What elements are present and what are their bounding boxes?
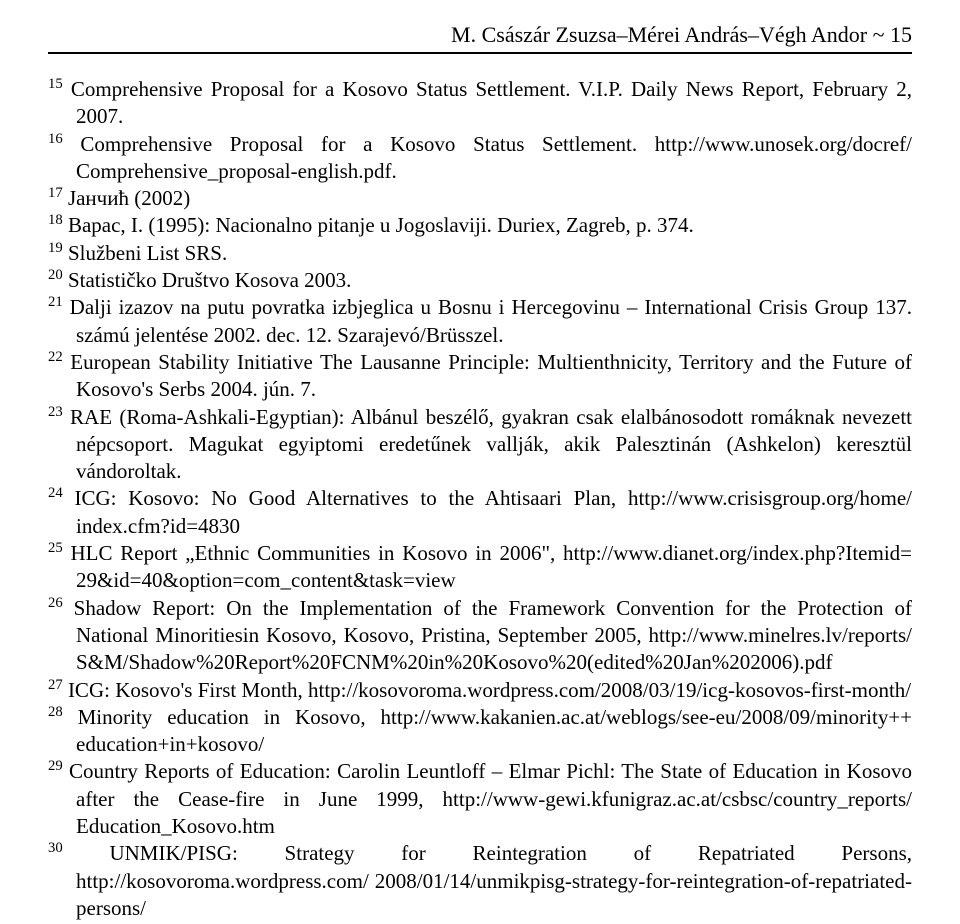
reference-text: Bapac, I. (1995): Nacionalno pitanje u J… xyxy=(68,213,694,237)
reference-number: 26 xyxy=(48,595,63,611)
reference-text: Comprehensive Proposal for a Kosovo Stat… xyxy=(76,132,912,183)
reference-number: 28 xyxy=(48,704,63,720)
reference-number: 16 xyxy=(48,131,63,147)
reference-number: 22 xyxy=(48,349,63,365)
reference-item: 29 Country Reports of Education: Carolin… xyxy=(48,758,912,840)
reference-text: Shadow Report: On the Implementation of … xyxy=(74,596,912,675)
reference-text: European Stability Initiative The Lausan… xyxy=(70,350,912,401)
reference-item: 16 Comprehensive Proposal for a Kosovo S… xyxy=(48,131,912,186)
reference-text: HLC Report „Ethnic Communities in Kosovo… xyxy=(70,541,912,592)
reference-number: 18 xyxy=(48,212,63,228)
reference-item: 20 Statističko Društvo Kosova 2003. xyxy=(48,267,912,294)
reference-number: 20 xyxy=(48,267,63,283)
reference-number: 30 xyxy=(48,840,63,856)
reference-item: 30 UNMIK/PISG: Strategy for Reintegratio… xyxy=(48,840,912,922)
reference-item: 25 HLC Report „Ethnic Communities in Kos… xyxy=(48,540,912,595)
references-list: 15 Comprehensive Proposal for a Kosovo S… xyxy=(48,76,912,922)
reference-item: 21 Dalji izazov na putu povratka izbjegl… xyxy=(48,294,912,349)
reference-item: 18 Bapac, I. (1995): Nacionalno pitanje … xyxy=(48,212,912,239)
reference-number: 23 xyxy=(48,404,63,420)
running-head: M. Császár Zsuzsa–Mérei András–Végh Ando… xyxy=(451,22,912,47)
reference-text: RAE (Roma-Ashkali-Egyptian): Albánul bes… xyxy=(70,405,912,484)
running-head-container: M. Császár Zsuzsa–Mérei András–Végh Ando… xyxy=(48,22,912,54)
reference-text: ICG: Kosovo: No Good Alternatives to the… xyxy=(74,486,912,537)
reference-number: 25 xyxy=(48,540,63,556)
reference-number: 29 xyxy=(48,758,63,774)
reference-text: Službeni List SRS. xyxy=(68,241,227,265)
reference-item: 24 ICG: Kosovo: No Good Alternatives to … xyxy=(48,485,912,540)
reference-item: 15 Comprehensive Proposal for a Kosovo S… xyxy=(48,76,912,131)
page: M. Császár Zsuzsa–Mérei András–Végh Ando… xyxy=(0,0,960,922)
reference-number: 17 xyxy=(48,185,63,201)
reference-text: Dalji izazov na putu povratka izbjeglica… xyxy=(70,295,912,346)
reference-item: 28 Minority education in Kosovo, http://… xyxy=(48,704,912,759)
reference-number: 19 xyxy=(48,240,63,256)
reference-item: 27 ICG: Kosovo's First Month, http://kos… xyxy=(48,677,912,704)
reference-number: 27 xyxy=(48,677,63,693)
reference-text: Country Reports of Education: Carolin Le… xyxy=(69,759,912,838)
reference-text: Јанчић (2002) xyxy=(68,186,190,210)
reference-number: 15 xyxy=(48,76,63,92)
reference-number: 21 xyxy=(48,294,63,310)
reference-text: Minority education in Kosovo, http://www… xyxy=(76,705,912,756)
reference-item: 26 Shadow Report: On the Implementation … xyxy=(48,595,912,677)
reference-text: UNMIK/PISG: Strategy for Reintegration o… xyxy=(76,841,912,920)
reference-item: 19 Službeni List SRS. xyxy=(48,240,912,267)
reference-item: 23 RAE (Roma-Ashkali-Egyptian): Albánul … xyxy=(48,404,912,486)
reference-text: ICG: Kosovo's First Month, http://kosovo… xyxy=(68,678,911,702)
reference-text: Statističko Društvo Kosova 2003. xyxy=(68,268,352,292)
reference-number: 24 xyxy=(48,485,63,501)
reference-item: 22 European Stability Initiative The Lau… xyxy=(48,349,912,404)
reference-text: Comprehensive Proposal for a Kosovo Stat… xyxy=(71,77,912,128)
reference-item: 17 Јанчић (2002) xyxy=(48,185,912,212)
